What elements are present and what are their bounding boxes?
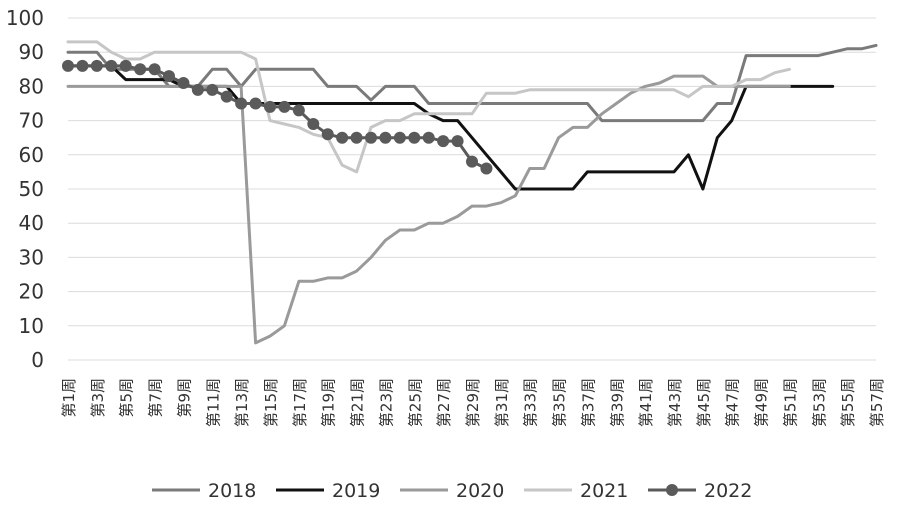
data-point-2022 — [278, 100, 291, 113]
data-point-2022 — [451, 135, 464, 148]
x-axis-tick-labels: 第1周 第3周 第5周 第7周 第9周 第11周 第13周 第15周 第17周 第19周 第21周第… — [60, 378, 886, 427]
legend-label: 2019 — [332, 480, 380, 502]
data-point-2022 — [350, 131, 363, 144]
x-tick-label: 第29周 — [464, 378, 482, 427]
x-tick-label: 第37周 — [579, 378, 597, 427]
data-point-2022 — [191, 83, 204, 96]
x-tick-label: 第3周 — [89, 378, 107, 418]
data-point-2022 — [220, 90, 233, 103]
x-tick-label: 第15周 — [262, 378, 280, 427]
data-point-2022 — [480, 162, 493, 175]
x-tick-label: 第49周 — [753, 378, 771, 427]
data-point-2022 — [235, 97, 248, 110]
data-point-2022 — [249, 97, 262, 110]
x-tick-label: 第47周 — [724, 378, 742, 427]
gridlines — [68, 17, 876, 361]
y-tick-label: 60 — [19, 143, 44, 167]
series-lines — [62, 40, 878, 345]
x-tick-label: 第53周 — [810, 378, 828, 427]
data-point-2022 — [148, 63, 161, 76]
y-tick-label: 30 — [19, 245, 44, 269]
x-tick-label: 第45周 — [695, 378, 713, 427]
x-tick-label: 第7周 — [147, 378, 165, 418]
data-point-2022 — [422, 131, 435, 144]
x-tick-label: 第41周 — [637, 378, 655, 427]
data-point-2022 — [437, 135, 450, 148]
x-tick-label: 第43周 — [666, 378, 684, 427]
x-tick-label: 第23周 — [377, 378, 395, 427]
data-point-2022 — [321, 128, 334, 141]
x-tick-label: 第55周 — [839, 378, 857, 427]
x-tick-label: 第21周 — [349, 378, 367, 427]
y-tick-label: 100 — [6, 6, 44, 30]
legend-marker-2022 — [666, 484, 678, 496]
x-tick-label: 第31周 — [493, 378, 511, 427]
data-point-2022 — [134, 63, 147, 76]
data-point-2022 — [206, 83, 219, 96]
data-point-2022 — [307, 118, 320, 131]
data-point-2022 — [163, 70, 175, 83]
data-point-2022 — [119, 59, 132, 72]
data-point-2022 — [264, 100, 276, 113]
y-tick-label: 0 — [31, 348, 44, 372]
data-point-2022 — [62, 59, 74, 72]
x-tick-label: 第25周 — [406, 378, 424, 427]
data-point-2022 — [466, 155, 478, 168]
x-tick-label: 第5周 — [118, 378, 136, 418]
series-line-2018 — [66, 43, 878, 123]
y-tick-label: 50 — [19, 177, 44, 201]
x-tick-label: 第13周 — [233, 378, 251, 427]
y-tick-label: 20 — [19, 280, 44, 304]
data-point-2022 — [336, 131, 349, 144]
legend-label: 2018 — [208, 480, 256, 502]
legend-label: 2022 — [704, 480, 752, 502]
y-tick-label: 90 — [19, 40, 44, 64]
data-point-2022 — [393, 131, 406, 144]
y-tick-label: 80 — [19, 74, 44, 98]
legend-label: 2021 — [580, 480, 628, 502]
x-tick-label: 第11周 — [204, 378, 222, 427]
x-tick-label: 第17周 — [291, 378, 309, 427]
x-tick-label: 第27周 — [435, 378, 453, 427]
series-line-2022 — [66, 64, 488, 170]
x-tick-label: 第57周 — [868, 378, 886, 427]
data-point-2022 — [76, 59, 89, 72]
data-point-2022 — [365, 131, 377, 144]
y-axis-tick-labels: 0 10 20 30 40 50 60 70 80 90 100 — [6, 6, 44, 372]
legend: 2018 2019 2020 2021 2022 — [152, 480, 752, 502]
x-tick-label: 第35周 — [551, 378, 569, 427]
x-tick-label: 第19周 — [320, 378, 338, 427]
x-tick-label: 第1周 — [60, 378, 78, 418]
y-tick-label: 70 — [19, 109, 44, 133]
series-line-2020 — [66, 74, 791, 345]
legend-label: 2020 — [456, 480, 504, 502]
y-tick-label: 10 — [19, 314, 44, 338]
x-tick-label: 第39周 — [608, 378, 626, 427]
series-line-2021 — [66, 40, 791, 174]
y-tick-label: 40 — [19, 211, 44, 235]
data-point-2022 — [177, 76, 190, 89]
x-tick-label: 第9周 — [175, 378, 193, 418]
x-tick-label: 第51周 — [781, 378, 799, 427]
data-point-2022 — [90, 59, 103, 72]
x-tick-label: 第33周 — [522, 378, 540, 427]
data-point-2022 — [292, 104, 305, 117]
data-point-2022 — [105, 59, 118, 72]
data-point-2022 — [408, 131, 421, 144]
data-point-2022 — [379, 131, 392, 144]
